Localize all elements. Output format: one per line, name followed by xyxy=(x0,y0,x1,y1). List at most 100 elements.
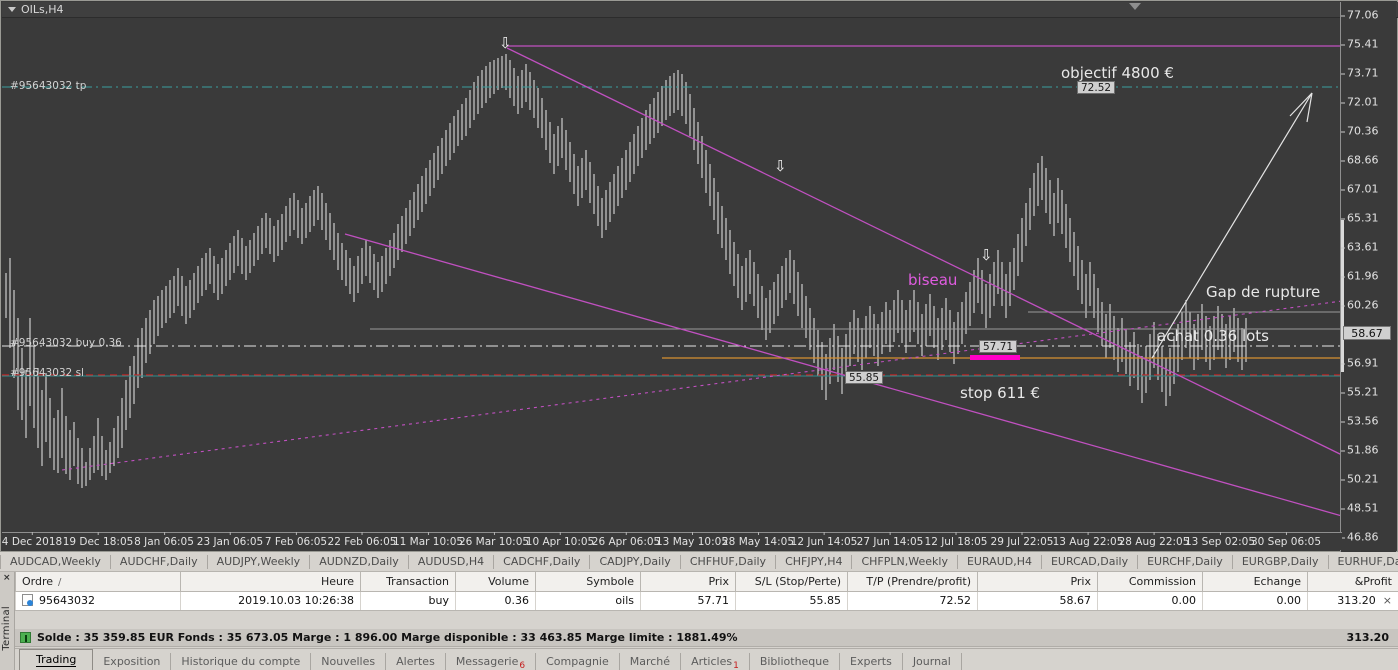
cell-heure: 2019.10.03 10:26:38 xyxy=(180,590,361,611)
column-header-sl[interactable]: S/L (Stop/Perte) xyxy=(735,572,848,592)
cell-profit: 313.20 × xyxy=(1307,590,1398,611)
chart-window[interactable]: OILs,H4 xyxy=(0,0,1398,552)
tab-nouvelles[interactable]: Nouvelles xyxy=(311,653,387,670)
cell-volume: 0.36 xyxy=(455,590,536,611)
cell-transaction: buy xyxy=(360,590,456,611)
cell-commission: 0.00 xyxy=(1097,590,1203,611)
tab-experts[interactable]: Experts xyxy=(840,653,903,670)
table-header-row: Ordre / Heure Transaction Volume Symbole … xyxy=(15,572,1398,592)
price-tick: 77.06 xyxy=(1341,9,1379,22)
symbol-tab[interactable]: AUDJPY,Weekly xyxy=(208,554,311,569)
column-header-echange[interactable]: Echange xyxy=(1202,572,1308,592)
sell-arrow-marker-1[interactable]: ⇩ xyxy=(499,34,512,52)
symbol-tab[interactable]: CHFJPY,H4 xyxy=(776,554,853,569)
symbol-tab-strip[interactable]: AUDCAD,Weekly AUDCHF,Daily AUDJPY,Weekly… xyxy=(0,552,1398,572)
column-header-ordre[interactable]: Ordre / xyxy=(15,572,181,592)
close-icon[interactable]: × xyxy=(3,573,11,583)
column-header-transaction[interactable]: Transaction xyxy=(360,572,456,592)
tab-exposition[interactable]: Exposition xyxy=(93,653,172,670)
cell-prix-current: 58.67 xyxy=(977,590,1098,611)
open-trades-table[interactable]: Ordre / Heure Transaction Volume Symbole … xyxy=(15,572,1398,611)
symbol-tab[interactable]: AUDCHF,Daily xyxy=(111,554,208,569)
cell-prix-open: 57.71 xyxy=(640,590,736,611)
sell-arrow-marker-3[interactable]: ⇩ xyxy=(980,246,993,264)
table-row[interactable]: 95643032 2019.10.03 10:26:38 buy 0.36 oi… xyxy=(15,590,1398,611)
price-tick: 55.21 xyxy=(1341,386,1379,399)
tab-marche[interactable]: Marché xyxy=(620,653,682,670)
symbol-tab[interactable]: EURHUF,Daily xyxy=(1329,555,1398,569)
price-tick: 51.86 xyxy=(1341,444,1379,457)
column-header-volume[interactable]: Volume xyxy=(455,572,536,592)
chevron-down-icon[interactable] xyxy=(8,7,16,12)
terminal-panel: × Terminal Ordre / Heure Transaction Volu… xyxy=(0,572,1398,670)
cell-sl[interactable]: 55.85 xyxy=(735,590,848,611)
column-header-symbole[interactable]: Symbole xyxy=(535,572,641,592)
time-tick: 28 May 14:05 xyxy=(722,532,794,548)
symbol-tab[interactable]: CHFHUF,Daily xyxy=(681,554,777,569)
symbol-tab[interactable]: CADJPY,Daily xyxy=(590,554,681,569)
symbol-tab[interactable]: AUDNZD,Daily xyxy=(310,554,409,569)
terminal-tab-strip[interactable]: Trading Exposition Historique du compte … xyxy=(15,648,1398,670)
sort-arrow-icon[interactable]: / xyxy=(58,576,62,588)
symbol-tab[interactable]: CHFPLN,Weekly xyxy=(852,554,958,569)
column-header-tp[interactable]: T/P (Prendre/profit) xyxy=(847,572,978,592)
time-tick: 28 Aug 22:05 xyxy=(1119,532,1189,548)
tab-bibliotheque[interactable]: Bibliotheque xyxy=(750,653,841,670)
current-price-label: 58.67 xyxy=(1343,326,1391,340)
tab-historique-du-compte[interactable]: Historique du compte xyxy=(171,653,312,670)
time-tick: 11 Mar 10:05 xyxy=(393,532,463,548)
symbol-tab[interactable]: EURGBP,Daily xyxy=(1233,554,1329,569)
column-header-profit[interactable]: &Profit xyxy=(1307,572,1398,592)
close-position-button[interactable]: × xyxy=(1382,594,1392,607)
tab-messagerie[interactable]: Messagerie6 xyxy=(446,653,537,670)
price-tick: 75.41 xyxy=(1341,38,1379,51)
biseau-label: biseau xyxy=(908,271,958,289)
symbol-tab[interactable]: AUDUSD,H4 xyxy=(409,554,495,569)
time-tick: 19 Dec 18:05 xyxy=(63,532,133,548)
tab-trading[interactable]: Trading xyxy=(19,649,94,670)
price-tick: 50.21 xyxy=(1341,473,1379,486)
tab-compagnie[interactable]: Compagnie xyxy=(536,653,620,670)
symbol-tab[interactable]: EURCHF,Daily xyxy=(1138,554,1233,569)
downtrend-line-secondary xyxy=(344,233,1342,517)
tab-alertes[interactable]: Alertes xyxy=(386,653,446,670)
price-tick: 60.26 xyxy=(1341,299,1379,312)
symbol-tab[interactable]: AUDCAD,Weekly xyxy=(0,554,111,569)
articles-badge: 1 xyxy=(733,661,739,670)
symbol-tab[interactable]: EURCAD,Daily xyxy=(1042,554,1139,569)
achat-lots-label: achat 0.36 lots xyxy=(1157,327,1269,345)
column-header-prix-current[interactable]: Prix xyxy=(977,572,1098,592)
symbol-tab[interactable]: EURAUD,H4 xyxy=(958,554,1042,569)
price-tick: 46.86 xyxy=(1341,531,1379,544)
time-tick: 23 Jan 06:05 xyxy=(197,532,263,548)
time-tick: 12 Jun 14:05 xyxy=(791,532,857,548)
order-tag-buy: #95643032 buy 0.36 xyxy=(10,337,122,349)
time-tick: 30 Sep 06:05 xyxy=(1251,532,1321,548)
price-tick: 61.96 xyxy=(1341,270,1379,283)
cell-tp[interactable]: 72.52 xyxy=(847,590,978,611)
chart-title: OILs,H4 xyxy=(21,3,64,16)
terminal-sidebar: × Terminal xyxy=(0,572,15,670)
price-tick: 68.66 xyxy=(1341,154,1379,167)
price-tick: 70.36 xyxy=(1341,125,1379,138)
column-header-prix-open[interactable]: Prix xyxy=(640,572,736,592)
projection-arrow xyxy=(1151,92,1313,359)
entry-price-flag: 57.71 xyxy=(979,340,1018,353)
column-header-commission[interactable]: Commission xyxy=(1097,572,1203,592)
time-scale[interactable]: 4 Dec 2018 19 Dec 18:05 8 Jan 06:05 23 J… xyxy=(2,532,1342,550)
price-series xyxy=(5,54,1247,488)
price-scale[interactable]: 77.06 75.41 73.71 72.01 70.36 68.66 67.0… xyxy=(1340,2,1396,552)
tab-articles[interactable]: Articles1 xyxy=(681,653,750,670)
time-tick: 26 Apr 06:05 xyxy=(592,532,660,548)
column-header-heure[interactable]: Heure xyxy=(180,572,361,592)
sell-arrow-marker-2[interactable]: ⇩ xyxy=(774,157,787,175)
tp-price-flag: 72.52 xyxy=(1077,81,1116,94)
price-scale-thumb[interactable] xyxy=(1341,220,1344,372)
chart-plot[interactable]: ⇩ ⇩ ⇩ objectif 4800 € biseau Gap de rupt… xyxy=(2,18,1342,534)
tab-journal[interactable]: Journal xyxy=(903,653,962,670)
symbol-tab[interactable]: CADCHF,Daily xyxy=(494,554,591,569)
price-tick: 67.01 xyxy=(1341,183,1379,196)
stop-label: stop 611 € xyxy=(960,384,1041,402)
chart-collapse-triangle-icon[interactable] xyxy=(1129,3,1141,10)
chart-titlebar[interactable]: OILs,H4 xyxy=(2,2,1398,18)
